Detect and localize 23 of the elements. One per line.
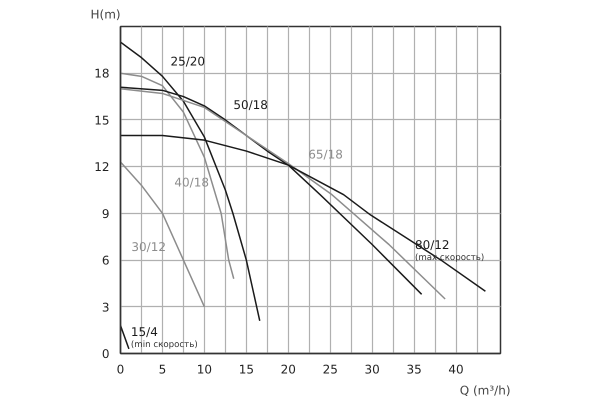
y-axis-title: H(m) [90, 8, 121, 22]
annotation: (max скорость) [414, 253, 484, 264]
y-tick-label: 0 [102, 347, 110, 361]
series-label: 50/18 [233, 98, 268, 112]
x-tick-label: 20 [280, 362, 296, 376]
y-tick-label: 3 [102, 300, 110, 314]
series-label: 15/4 [130, 324, 158, 339]
y-tick-label: 9 [102, 206, 110, 221]
y-tick-label: 15 [94, 113, 110, 128]
series-label: 25/20 [170, 54, 206, 68]
x-tick-label: 15 [238, 362, 254, 376]
y-tick-label: 18 [94, 66, 110, 81]
x-tick-label: 0 [116, 362, 124, 376]
x-tick-label: 25 [322, 362, 338, 376]
x-tick-label: 40 [448, 362, 464, 376]
y-tick-label: 6 [102, 254, 110, 268]
y-tick-label: 12 [94, 160, 110, 174]
annotation: (min скорость) [130, 340, 198, 350]
x-tick-label: 5 [158, 362, 166, 376]
x-tick-label: 10 [196, 362, 212, 376]
x-tick-label: 35 [406, 362, 422, 376]
x-tick-label: 30 [364, 362, 380, 376]
x-axis-title: Q (m³/h) [460, 384, 511, 398]
